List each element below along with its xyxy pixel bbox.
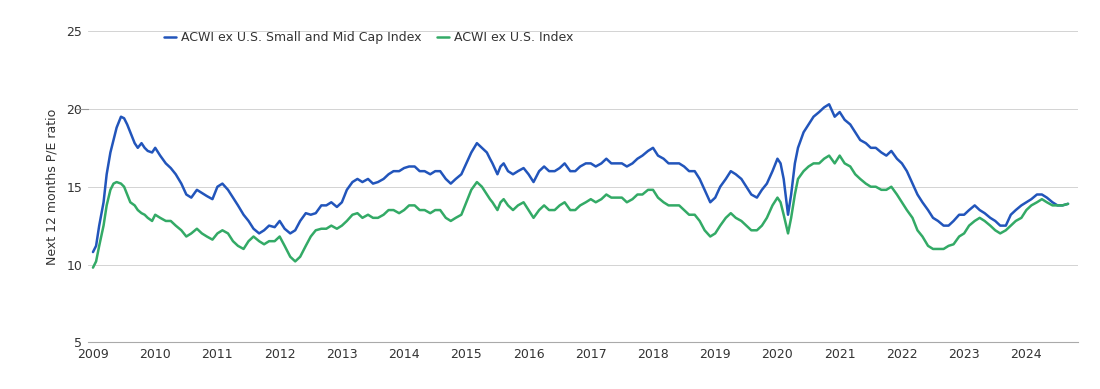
ACWI ex U.S. Index — [1062, 202, 1075, 206]
ACWI ex U.S. Index — [989, 228, 1002, 233]
ACWI ex U.S. Index — [926, 247, 939, 251]
ACWI ex U.S. Index — [569, 208, 582, 212]
Y-axis label: Next 12 months P/E ratio: Next 12 months P/E ratio — [45, 109, 58, 265]
ACWI ex U.S. Small and Mid Cap Index — [823, 102, 836, 107]
ACWI ex U.S. Small and Mid Cap Index — [569, 169, 582, 173]
ACWI ex U.S. Small and Mid Cap Index — [1062, 202, 1075, 206]
ACWI ex U.S. Small and Mid Cap Index — [424, 172, 437, 177]
Legend: ACWI ex U.S. Small and Mid Cap Index, ACWI ex U.S. Index: ACWI ex U.S. Small and Mid Cap Index, AC… — [164, 31, 573, 44]
ACWI ex U.S. Small and Mid Cap Index — [506, 172, 519, 177]
ACWI ex U.S. Small and Mid Cap Index — [1031, 192, 1044, 197]
ACWI ex U.S. Index — [823, 153, 836, 158]
ACWI ex U.S. Small and Mid Cap Index — [926, 216, 939, 220]
ACWI ex U.S. Index — [424, 211, 437, 216]
ACWI ex U.S. Index — [506, 208, 519, 212]
ACWI ex U.S. Small and Mid Cap Index — [989, 219, 1002, 223]
ACWI ex U.S. Index — [1031, 200, 1044, 205]
ACWI ex U.S. Small and Mid Cap Index — [87, 250, 100, 254]
ACWI ex U.S. Index — [87, 265, 100, 270]
Line: ACWI ex U.S. Small and Mid Cap Index: ACWI ex U.S. Small and Mid Cap Index — [94, 104, 1068, 252]
Line: ACWI ex U.S. Index: ACWI ex U.S. Index — [94, 156, 1068, 268]
